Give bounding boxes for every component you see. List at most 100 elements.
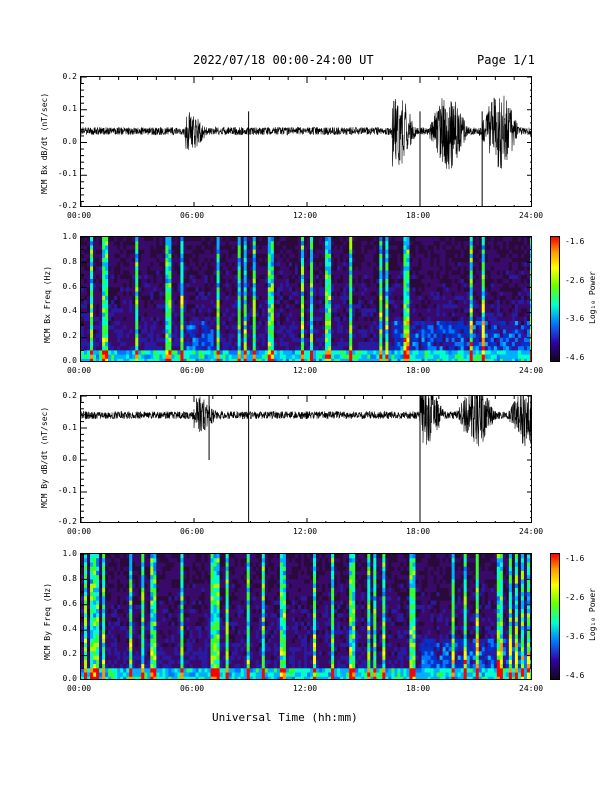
heatmap-cell (87, 249, 91, 255)
heatmap-cell (216, 295, 220, 301)
heatmap-cell (529, 329, 531, 334)
heatmap-cell (210, 337, 214, 343)
heatmap-cell (496, 266, 501, 271)
heatmap-cell (514, 350, 519, 355)
heatmap-cell (126, 321, 130, 326)
heatmap-cell (99, 245, 103, 250)
heatmap-cell (352, 279, 356, 284)
heatmap-cell (219, 333, 223, 339)
heatmap-cell (364, 258, 368, 263)
heatmap-cell (117, 295, 121, 301)
heatmap-cell (99, 342, 103, 347)
heatmap-cell (379, 333, 383, 339)
heatmap-cell (325, 337, 329, 343)
heatmap-cell (138, 249, 142, 255)
heatmap-cell (246, 337, 251, 343)
heatmap-cell (361, 283, 365, 288)
heatmap-cell (325, 358, 329, 361)
heatmap-cell (126, 325, 130, 330)
heatmap-cell (502, 287, 507, 292)
heatmap-cell (231, 358, 235, 361)
heatmap-cell (102, 287, 106, 292)
heatmap-cell (96, 308, 100, 313)
heatmap-cell (156, 249, 160, 255)
heatmap-cell (96, 241, 100, 246)
heatmap-cell (135, 321, 139, 326)
heatmap-cell (445, 287, 449, 292)
heatmap-cell (496, 245, 501, 250)
heatmap-cell (370, 283, 374, 288)
heatmap-cell (514, 308, 519, 313)
heatmap-cell (433, 337, 437, 343)
heatmap-cell (243, 308, 248, 313)
heatmap-cell (282, 241, 287, 246)
heatmap-cell (334, 300, 338, 305)
heatmap-cell (108, 262, 112, 267)
heatmap-cell (204, 258, 208, 263)
heatmap-cell (436, 270, 440, 276)
heatmap-cell (243, 258, 248, 263)
heatmap-cell (481, 279, 486, 284)
heatmap-cell (475, 354, 480, 360)
heatmap-cell (144, 258, 148, 263)
heatmap-cell (228, 274, 232, 280)
heatmap-cell (412, 342, 416, 347)
heatmap-cell (421, 237, 425, 242)
heatmap-cell (409, 304, 413, 309)
heatmap-cell (138, 258, 142, 263)
heatmap-cell (297, 304, 302, 309)
heatmap-cell (328, 354, 332, 360)
heatmap-cell (84, 664, 88, 669)
heatmap-cell (349, 291, 353, 297)
heatmap-cell (496, 253, 501, 259)
heatmap-cell (216, 245, 220, 250)
heatmap-cell (424, 266, 428, 271)
heatmap-cell (442, 350, 446, 355)
heatmap-cell (514, 354, 519, 360)
heatmap-cell (105, 350, 109, 355)
heatmap-cell (300, 258, 305, 263)
heatmap-cell (141, 321, 145, 326)
heatmap-cell (466, 350, 471, 355)
heatmap-cell (442, 329, 446, 334)
heatmap-cell (313, 300, 317, 305)
heatmap-cell (276, 346, 281, 351)
heatmap-cell (216, 258, 220, 263)
heatmap-cell (397, 321, 401, 326)
heatmap-cell (210, 270, 214, 276)
heatmap-cell (189, 295, 193, 301)
heatmap-cell (294, 253, 299, 259)
heatmap-cell (162, 241, 166, 246)
heatmap-cell (376, 262, 380, 267)
heatmap-cell (282, 295, 287, 301)
heatmap-cell (276, 237, 281, 242)
heatmap-cell (406, 283, 410, 288)
heatmap-cell (225, 279, 229, 284)
heatmap-cell (397, 266, 401, 271)
heatmap-cell (310, 283, 314, 288)
heatmap-cell (99, 270, 103, 276)
heatmap-cell (261, 283, 266, 288)
heatmap-cell (81, 596, 85, 601)
heatmap-cell (87, 325, 91, 330)
heatmap-cell (457, 295, 461, 301)
heatmap-cell (418, 249, 422, 255)
heatmap-cell (147, 325, 151, 330)
heatmap-cell (297, 270, 302, 276)
heatmap-cell (294, 287, 299, 292)
heatmap-cell (412, 237, 416, 242)
heatmap-cell (379, 308, 383, 313)
heatmap-cell (463, 312, 467, 318)
heatmap-cell (346, 237, 350, 242)
heatmap-cell (487, 291, 492, 297)
heatmap-cell (322, 300, 326, 305)
heatmap-cell (243, 279, 248, 284)
heatmap-cell (105, 300, 109, 305)
heatmap-cell (430, 274, 434, 280)
heatmap-cell (493, 237, 498, 242)
heatmap-cell (180, 342, 184, 347)
heatmap-cell (96, 312, 100, 318)
heatmap-cell (213, 279, 217, 284)
heatmap-cell (394, 304, 398, 309)
heatmap-cell (331, 304, 335, 309)
